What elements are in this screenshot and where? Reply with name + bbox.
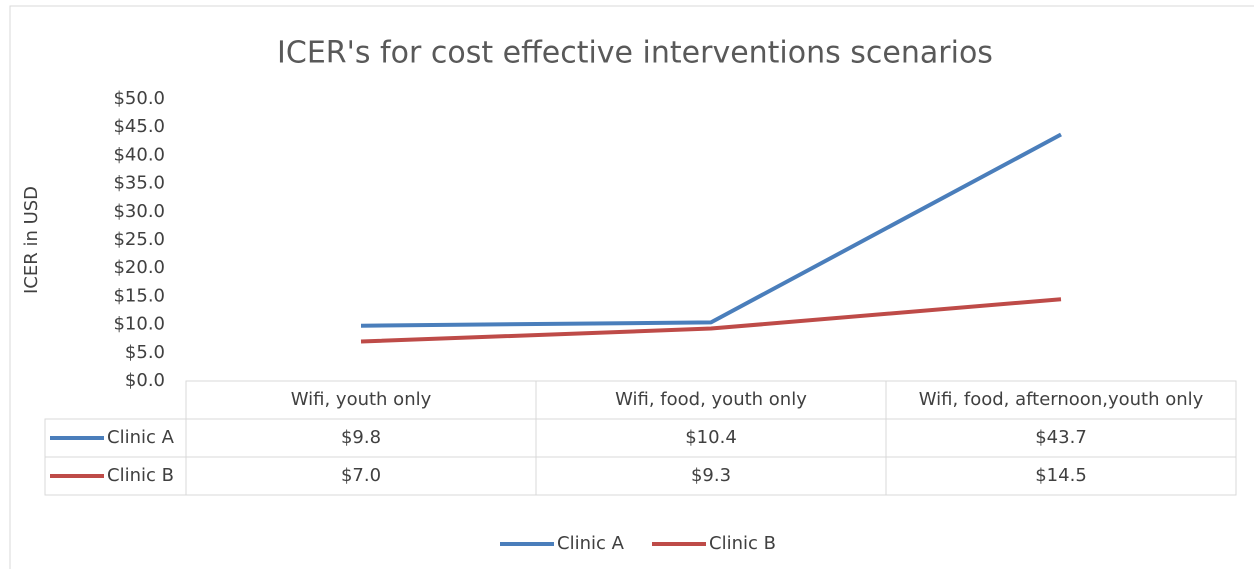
y-tick-label: $20.0 — [113, 257, 165, 278]
x-tick-label: Wifi, food, youth only — [615, 389, 807, 410]
data-label: $43.7 — [1035, 427, 1087, 448]
y-tick-label: $15.0 — [113, 285, 165, 306]
legend-label: Clinic A — [107, 427, 175, 448]
data-label: $14.5 — [1035, 465, 1087, 486]
line — [360, 297, 1062, 344]
x-tick-label: Wifi, youth only — [291, 389, 432, 410]
y-tick-label: $25.0 — [113, 229, 165, 250]
y-tick-label: $30.0 — [113, 201, 165, 222]
y-tick-label: $10.0 — [113, 314, 165, 335]
legend-label: Clinic B — [709, 533, 776, 554]
data-label: $9.3 — [691, 465, 731, 486]
y-axis-label: ICER in USD — [21, 186, 42, 294]
y-tick-label: $35.0 — [113, 173, 165, 194]
legend-label: Clinic A — [557, 533, 625, 554]
line — [360, 132, 1062, 328]
x-tick-label: Wifi, food, afternoon,youth only — [919, 389, 1204, 410]
chart-title: ICER's for cost effective interventions … — [277, 36, 993, 71]
y-tick-label: $45.0 — [113, 116, 165, 137]
y-tick-label: $0.0 — [125, 370, 165, 391]
data-label: $7.0 — [341, 465, 381, 486]
data-label: $9.8 — [341, 427, 381, 448]
data-label: $10.4 — [685, 427, 737, 448]
chart-frame — [9, 5, 1254, 569]
legend-label: Clinic B — [107, 465, 174, 486]
y-tick-label: $40.0 — [113, 144, 165, 165]
y-tick-label: $5.0 — [125, 342, 165, 363]
y-tick-label: $50.0 — [113, 88, 165, 109]
